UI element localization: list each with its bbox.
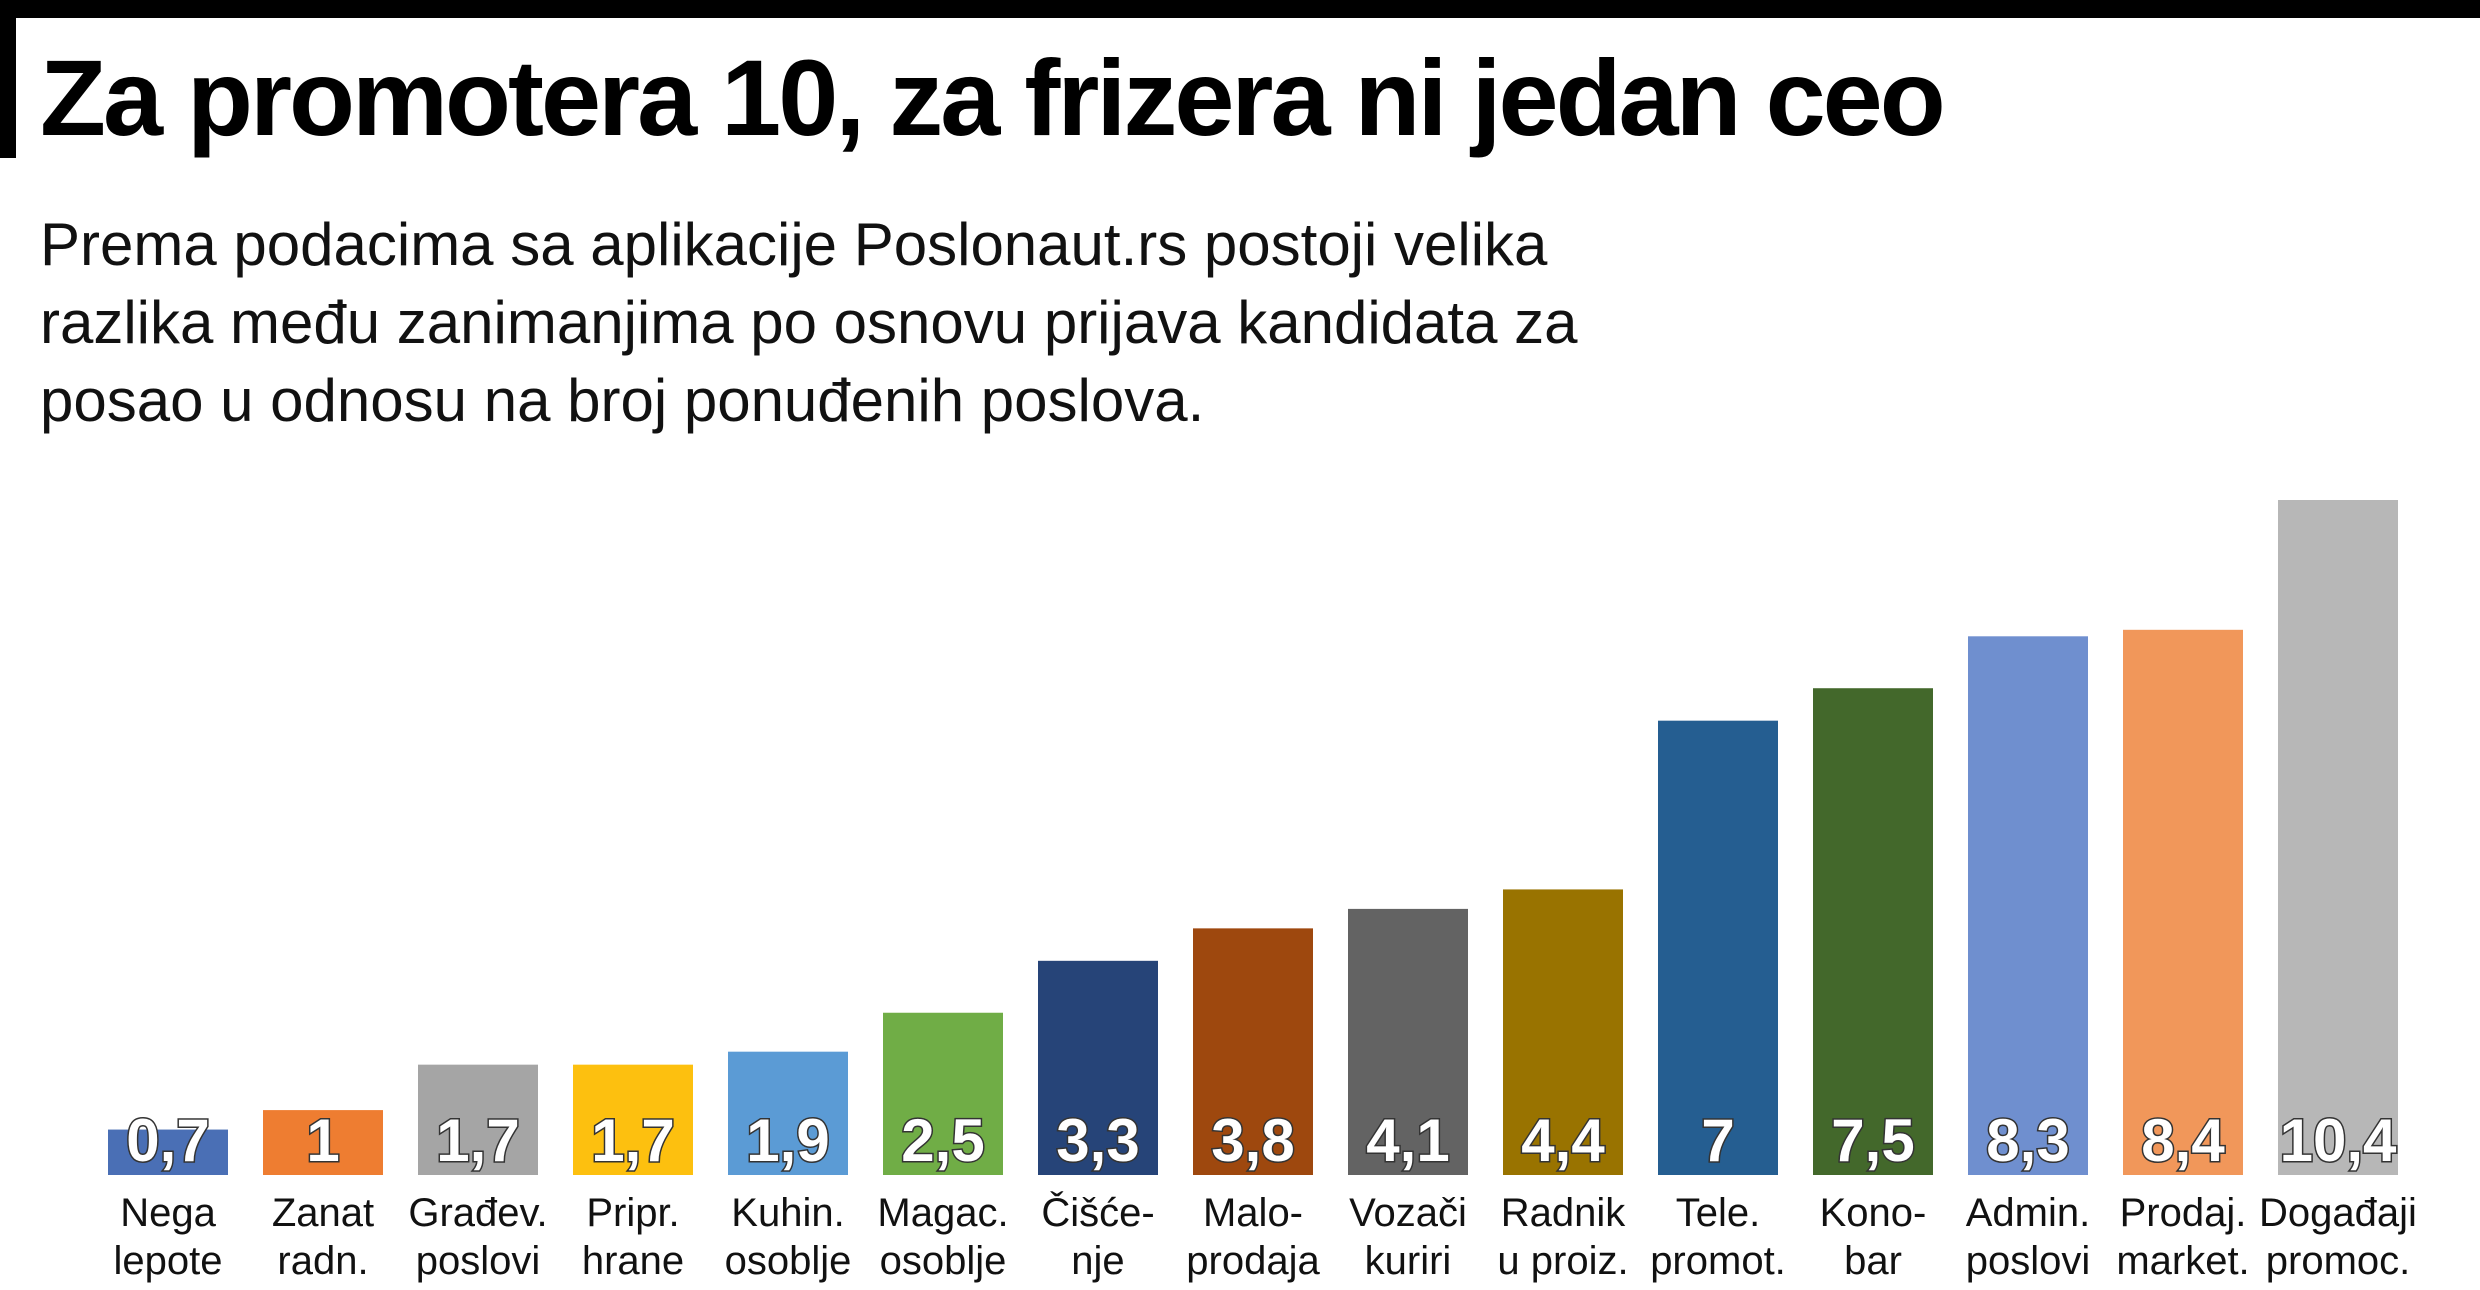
category-label-5-line-1: Kuhin. (731, 1191, 844, 1235)
category-label-10-line-2: u proiz. (1497, 1239, 1628, 1283)
category-label-8-line-1: Malo- (1203, 1191, 1303, 1235)
bar-value-label-5: 1,9 (746, 1107, 829, 1174)
category-label-12-line-2: bar (1844, 1239, 1902, 1283)
bar-9 (1348, 908, 1468, 1175)
category-label-3-line-1: Građev. (408, 1191, 547, 1235)
category-label-8-line-2: prodaja (1186, 1239, 1320, 1283)
bar-4 (573, 1064, 693, 1175)
category-label-14-line-2: market. (2116, 1239, 2249, 1283)
category-label-4-line-1: Pripr. (586, 1191, 679, 1235)
bar-value-label-14: 8,4 (2141, 1107, 2225, 1174)
category-label-9-line-1: Vozači (1349, 1191, 1467, 1235)
category-label-4-line-2: hrane (582, 1239, 684, 1283)
category-label-12-line-1: Kono- (1820, 1191, 1927, 1235)
category-label-1-line-1: Nega (120, 1191, 216, 1235)
bar-1 (108, 1129, 228, 1175)
bars-group (108, 500, 2398, 1175)
category-label-5-line-2: osoblje (725, 1239, 852, 1283)
bar-12 (1813, 688, 1933, 1175)
bar-value-label-2: 1 (306, 1107, 339, 1174)
category-label-1-line-2: lepote (114, 1239, 223, 1283)
bar-value-label-12: 7,5 (1831, 1107, 1914, 1174)
category-label-14-line-1: Prodaj. (2120, 1191, 2247, 1235)
bar-value-label-15: 10,4 (2280, 1107, 2397, 1174)
bar-7 (1038, 960, 1158, 1175)
category-label-3-line-2: poslovi (416, 1239, 541, 1283)
category-label-15-line-1: Događaji (2259, 1191, 2417, 1235)
category-label-6-line-2: osoblje (880, 1239, 1007, 1283)
page-subtitle: Prema podacima sa aplikacije Poslonaut.r… (40, 211, 1578, 434)
category-label-11-line-2: promot. (1650, 1239, 1786, 1283)
bar-2 (263, 1110, 383, 1175)
bar-value-label-11: 7 (1701, 1107, 1734, 1174)
category-label-2-line-2: radn. (277, 1239, 368, 1283)
value-labels-group: 0,7 1 1,7 1,7 1,9 2,5 3,3 3,8 4,1 4,4 7 7,5 8,3 8,4 10… (125, 1106, 2399, 1176)
bar-5 (728, 1051, 848, 1175)
category-label-15-line-2: promoc. (2266, 1239, 2411, 1283)
bar-8 (1193, 928, 1313, 1175)
category-label-6-line-1: Magac. (877, 1191, 1008, 1235)
bar-value-label-9: 4,1 (1366, 1107, 1449, 1174)
bar-value-label-1: 0,7 (126, 1107, 209, 1174)
category-label-2-line-1: Zanat (272, 1191, 374, 1235)
category-labels-group: NegalepoteZanatradn.Građev.posloviPripr.… (114, 1190, 2417, 1283)
top-rule (0, 0, 2480, 18)
bar-14 (2123, 629, 2243, 1175)
bar-11 (1658, 720, 1778, 1175)
bar-13 (1968, 636, 2088, 1175)
category-label-13-line-1: Admin. (1966, 1191, 2091, 1235)
bar-value-label-8: 3,8 (1211, 1107, 1294, 1174)
title-side-rule (0, 18, 16, 158)
bar-15 (2278, 500, 2398, 1175)
category-label-13-line-2: poslovi (1966, 1239, 2091, 1283)
category-label-10-line-1: Radnik (1501, 1191, 1627, 1235)
page-title: Za promotera 10, za frizera ni jedan ceo (40, 37, 1946, 158)
category-label-7-line-1: Čišće- (1041, 1190, 1154, 1235)
category-label-11-line-1: Tele. (1676, 1191, 1761, 1235)
bar-value-label-10: 4,4 (1521, 1107, 1605, 1174)
bar-value-label-6: 2,5 (901, 1107, 984, 1174)
bar-value-label-3: 1,7 (436, 1107, 519, 1174)
bar-10 (1503, 889, 1623, 1175)
category-label-7-line-2: nje (1071, 1239, 1124, 1283)
bar-6 (883, 1012, 1003, 1175)
bar-value-label-4: 1,7 (591, 1107, 674, 1174)
bar-value-label-13: 8,3 (1986, 1107, 2069, 1174)
category-label-9-line-2: kuriri (1365, 1239, 1452, 1283)
bar-3 (418, 1064, 538, 1175)
bar-value-label-7: 3,3 (1056, 1107, 1139, 1174)
